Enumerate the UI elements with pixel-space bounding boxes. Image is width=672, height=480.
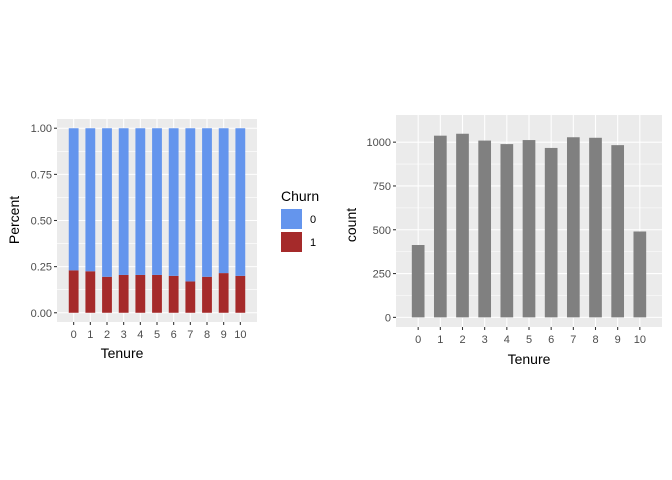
- bar-churn-0: [102, 128, 112, 277]
- bars: [68, 128, 246, 313]
- x-tick-label: 2: [459, 334, 465, 346]
- y-tick-label: 500: [373, 225, 391, 237]
- bar: [433, 135, 447, 318]
- x-tick-label: 8: [592, 334, 598, 346]
- x-tick-label: 7: [570, 334, 576, 346]
- y-tick-label: 750: [373, 181, 391, 193]
- bar: [478, 140, 492, 318]
- y-tick-label: 1000: [367, 137, 391, 149]
- bar-churn-1: [85, 271, 96, 313]
- bars: [411, 133, 647, 318]
- bar-churn-1: [135, 274, 146, 313]
- bar: [456, 133, 469, 318]
- x-axis-ticks: 0 1 2 3 4 5 6 7 8 9 10: [71, 322, 246, 341]
- x-tick-label: 6: [548, 334, 554, 346]
- y-tick-label: 0.00: [31, 308, 52, 320]
- x-tick-label: 1: [87, 329, 93, 341]
- y-tick-label: 0: [385, 312, 391, 324]
- x-tick-label: 4: [504, 334, 510, 346]
- x-tick-label: 3: [121, 329, 127, 341]
- bar-churn-1: [218, 273, 229, 313]
- x-tick-label: 6: [171, 329, 177, 341]
- x-axis-title: Tenure: [508, 351, 551, 367]
- bar-churn-1: [152, 274, 162, 313]
- bar-churn-0: [218, 128, 229, 274]
- x-tick-label: 5: [154, 329, 160, 341]
- bar-churn-0: [118, 128, 129, 275]
- count-bar-chart: 0 250 500 750 1000 0 1 2 3 4 5 6 7 8 9 10 Tenure count: [343, 115, 662, 367]
- x-tick-label: 9: [615, 334, 621, 346]
- x-tick-label: 3: [482, 334, 488, 346]
- bar-churn-0: [85, 128, 96, 272]
- x-tick-label: 10: [234, 329, 246, 341]
- bar: [633, 231, 647, 318]
- bar: [544, 147, 558, 318]
- bar-churn-1: [118, 274, 129, 313]
- y-axis-title: count: [343, 208, 359, 242]
- x-axis-title: Tenure: [101, 345, 144, 361]
- y-tick-label: 0.25: [31, 262, 52, 274]
- bar: [589, 137, 602, 318]
- legend-key-1: [281, 232, 302, 252]
- x-tick-label: 8: [204, 329, 210, 341]
- legend-title: Churn: [281, 188, 319, 204]
- bar-churn-0: [152, 128, 162, 275]
- bar: [500, 144, 514, 318]
- bar-churn-0: [235, 128, 246, 276]
- bar: [611, 145, 625, 318]
- bar-churn-1: [68, 270, 79, 313]
- x-tick-label: 10: [634, 334, 646, 346]
- bar: [522, 140, 536, 318]
- x-tick-label: 0: [415, 334, 421, 346]
- legend-label-0: 0: [310, 214, 316, 226]
- legend-label-1: 1: [310, 237, 316, 249]
- legend: Churn 0 1: [281, 188, 319, 252]
- x-tick-label: 2: [104, 329, 110, 341]
- bar-churn-0: [135, 128, 146, 275]
- bar: [411, 245, 425, 318]
- legend-key-0: [281, 209, 302, 229]
- x-tick-label: 4: [137, 329, 143, 341]
- x-tick-label: 0: [71, 329, 77, 341]
- bar: [566, 137, 580, 318]
- bar-churn-0: [185, 128, 196, 282]
- y-tick-label: 0.75: [31, 169, 52, 181]
- bar-churn-1: [202, 276, 212, 313]
- x-tick-label: 5: [526, 334, 532, 346]
- y-tick-label: 250: [373, 269, 391, 281]
- bar-churn-1: [235, 275, 246, 313]
- bar-churn-1: [185, 281, 196, 313]
- x-tick-label: 1: [437, 334, 443, 346]
- bar-churn-0: [168, 128, 179, 276]
- y-tick-label: 1.00: [31, 123, 52, 135]
- x-tick-label: 9: [221, 329, 227, 341]
- x-axis-ticks: 0 1 2 3 4 5 6 7 8 9 10: [415, 327, 646, 346]
- bar-churn-0: [202, 128, 212, 277]
- x-tick-label: 7: [187, 329, 193, 341]
- bar-churn-0: [68, 128, 79, 271]
- bar-churn-1: [102, 276, 112, 313]
- percent-stacked-bar-chart: 0.00 0.25 0.50 0.75 1.00 0 1 2 3 4 5 6 7 8 9 10 Tenure…: [6, 119, 257, 361]
- bar-churn-1: [168, 275, 179, 313]
- y-tick-label: 0.50: [31, 216, 52, 228]
- y-axis-ticks: 0 250 500 750 1000: [367, 137, 396, 324]
- y-axis-title: Percent: [6, 196, 22, 244]
- y-axis-ticks: 0.00 0.25 0.50 0.75 1.00: [31, 123, 57, 320]
